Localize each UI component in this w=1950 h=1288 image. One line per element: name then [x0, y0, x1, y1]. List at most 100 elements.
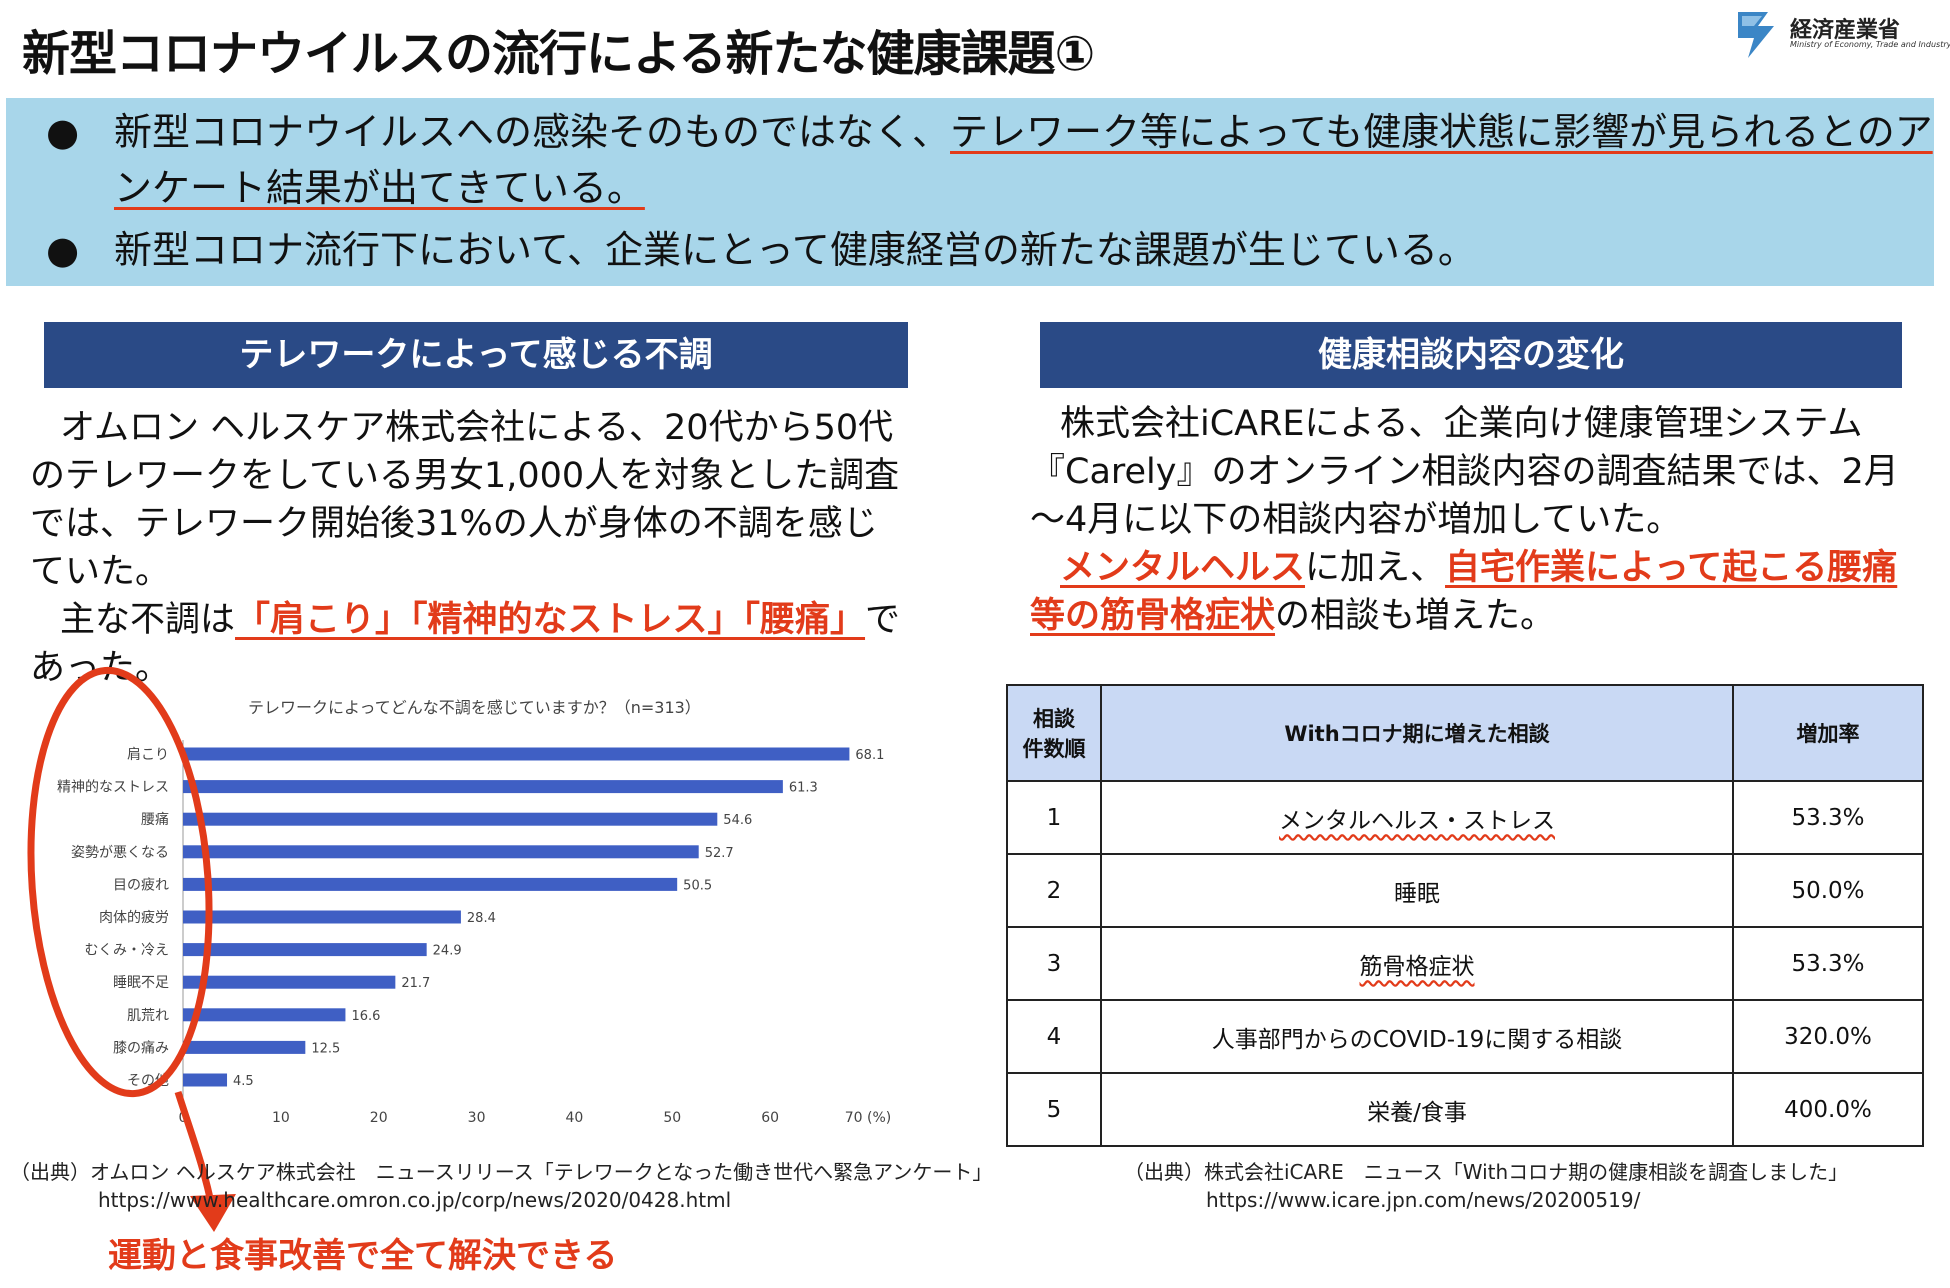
meti-logo-icon	[1738, 12, 1774, 58]
bar-value-label: 61.3	[789, 781, 818, 796]
bullet1-emphasis-cont: ンケート結果が出てきている。	[114, 166, 645, 210]
right-para2-highlight-1: メンタルヘルス	[1060, 548, 1306, 588]
cell-item: 睡眠	[1100, 853, 1734, 928]
bullet-icon: ●	[46, 228, 80, 272]
cell-item: 栄養/食事	[1100, 1072, 1734, 1147]
header-rate: 増加率	[1732, 684, 1924, 782]
table-header-row: 相談 件数順 Withコロナ期に増えた相談 増加率	[1006, 684, 1924, 782]
right-section-heading: 健康相談内容の変化	[1040, 322, 1902, 388]
right-para2-b: の相談も増えた。	[1275, 596, 1556, 636]
bar	[183, 877, 678, 891]
header-rank: 相談 件数順	[1006, 684, 1102, 782]
bar-value-label: 12.5	[311, 1041, 340, 1056]
left-source-url[interactable]: https://www.healthcare.omron.co.jp/corp/…	[98, 1188, 732, 1212]
meti-logo: 経済産業省 Ministry of Economy, Trade and Ind…	[1728, 8, 1950, 60]
category-label: 目の疲れ	[113, 876, 169, 893]
bullet1-line2: ンケート結果が出てきている。	[114, 160, 645, 216]
bar	[183, 943, 427, 957]
cell-item-text: 筋骨格症状	[1359, 953, 1475, 980]
bar-value-label: 68.1	[855, 748, 884, 763]
cell-rate: 53.3%	[1732, 780, 1924, 855]
logo-subtitle: Ministry of Economy, Trade and Industry	[1790, 40, 1950, 49]
bar-value-label: 52.7	[705, 846, 734, 861]
right-source-url[interactable]: https://www.icare.jpn.com/news/20200519/	[1206, 1188, 1641, 1212]
category-label: 姿勢が悪くなる	[71, 845, 169, 861]
category-label: その他	[127, 1073, 169, 1089]
bar-value-label: 4.5	[233, 1074, 254, 1089]
right-para2-highlight-2: 自宅作業によって起こる腰痛等の筋骨格症状	[1030, 548, 1898, 636]
bar	[183, 910, 461, 924]
cell-item: 筋骨格症状	[1100, 926, 1734, 1001]
bullet1-text-a: 新型コロナウイルスへの感染そのものではなく、	[114, 110, 951, 154]
left-source-line1: （出典）オムロン ヘルスケア株式会社 ニュースリリース「テレワークとなった働き世…	[10, 1160, 993, 1184]
category-label: 肉体的疲労	[99, 909, 169, 926]
bar	[183, 845, 699, 859]
x-tick-label: 20	[370, 1110, 388, 1126]
right-paragraph-1: 株式会社iCAREによる、企業向け健康管理システム『Carely』のオンライン相…	[1030, 404, 1899, 540]
bullet2-text: 新型コロナ流行下において、企業にとって健康経営の新たな課題が生じている。	[114, 228, 1476, 272]
cell-item-text: メンタルヘルス・ストレス	[1279, 807, 1555, 834]
x-tick-label: 40	[566, 1110, 584, 1126]
left-paragraph-1: オムロン ヘルスケア株式会社による、20代から50代のテレワークをしている男女1…	[30, 408, 900, 592]
annotation-oval	[27, 666, 213, 1098]
category-label: 肩こり	[127, 747, 169, 763]
cell-rank: 2	[1006, 853, 1102, 928]
left-para2-highlight: 「肩こり」「精神的なストレス」「腰痛」	[235, 600, 866, 640]
cell-rank: 3	[1006, 926, 1102, 1001]
cell-rank: 4	[1006, 999, 1102, 1074]
x-tick-label: 50	[663, 1110, 681, 1126]
bar	[183, 812, 718, 826]
cell-rank: 1	[1006, 780, 1102, 855]
cell-rate: 53.3%	[1732, 926, 1924, 1001]
category-label: 肌荒れ	[127, 1008, 169, 1024]
bar	[183, 780, 783, 794]
x-tick-label: 0	[179, 1110, 188, 1126]
bullet1-line1: 新型コロナウイルスへの感染そのものではなく、テレワーク等によっても健康状態に影響…	[114, 104, 1933, 160]
header-item: Withコロナ期に増えた相談	[1100, 684, 1734, 782]
category-label: むくみ・冷え	[84, 943, 169, 959]
cell-rate: 50.0%	[1732, 853, 1924, 928]
table-row: 5 栄養/食事 400.0%	[1006, 1072, 1924, 1147]
category-label: 膝の痛み	[113, 1039, 169, 1056]
left-paragraph-2: 主な不調は「肩こり」「精神的なストレス」「腰痛」であった。	[30, 596, 910, 692]
bar-value-label: 16.6	[351, 1009, 380, 1024]
consultation-table: 相談 件数順 Withコロナ期に増えた相談 増加率 1 メンタルヘルス・ストレス…	[1006, 684, 1924, 1147]
bar	[183, 1008, 346, 1022]
table-row: 1 メンタルヘルス・ストレス 53.3%	[1006, 780, 1924, 855]
category-label: 腰痛	[141, 811, 169, 828]
cell-rate: 320.0%	[1732, 999, 1924, 1074]
x-tick-label: 70 (%)	[845, 1110, 892, 1126]
bar	[183, 1073, 228, 1087]
right-para2-a: に加え、	[1305, 548, 1446, 588]
bar	[183, 975, 396, 989]
chart-title: テレワークによってどんな不調を感じていますか？（n=313）	[248, 698, 701, 717]
logo-text: 経済産業省	[1790, 18, 1901, 43]
page-title: 新型コロナウイルスの流行による新たな健康課題①	[22, 26, 1095, 82]
bullet1-emphasis: テレワーク等によっても健康状態に影響が見られるとのア	[950, 110, 1933, 154]
cell-rank: 5	[1006, 1072, 1102, 1147]
left-para2-a: 主な不調は	[60, 600, 236, 640]
x-tick-label: 60	[761, 1110, 779, 1126]
cell-item: 人事部門からのCOVID-19に関する相談	[1100, 999, 1734, 1074]
bar-value-label: 21.7	[401, 976, 430, 991]
cell-rate: 400.0%	[1732, 1072, 1924, 1147]
annotation-text: 運動と食事改善で全て解決できる	[108, 1236, 618, 1276]
right-source-line1: （出典）株式会社iCARE ニュース「Withコロナ期の健康相談を調査しました」	[1124, 1160, 1849, 1184]
x-tick-label: 10	[272, 1110, 290, 1126]
cell-item: メンタルヘルス・ストレス	[1100, 780, 1734, 855]
category-label: 精神的なストレス	[57, 780, 169, 796]
table-row: 2 睡眠 50.0%	[1006, 853, 1924, 928]
bar	[183, 1040, 306, 1054]
summary-banner: ● 新型コロナウイルスへの感染そのものではなく、テレワーク等によっても健康状態に…	[6, 98, 1934, 286]
bullet-icon: ●	[46, 110, 80, 154]
bar	[183, 747, 850, 761]
category-label: 睡眠不足	[113, 975, 169, 991]
bar-value-label: 28.4	[467, 911, 496, 926]
table-row: 3 筋骨格症状 53.3%	[1006, 926, 1924, 1001]
bar-value-label: 54.6	[723, 813, 752, 828]
bar-value-label: 50.5	[683, 878, 712, 893]
bar-value-label: 24.9	[433, 944, 462, 959]
right-paragraph-2: メンタルヘルスに加え、自宅作業によって起こる腰痛等の筋骨格症状の相談も増えた。	[1030, 544, 1910, 640]
table-row: 4 人事部門からのCOVID-19に関する相談 320.0%	[1006, 999, 1924, 1074]
left-section-heading: テレワークによって感じる不調	[44, 322, 908, 388]
